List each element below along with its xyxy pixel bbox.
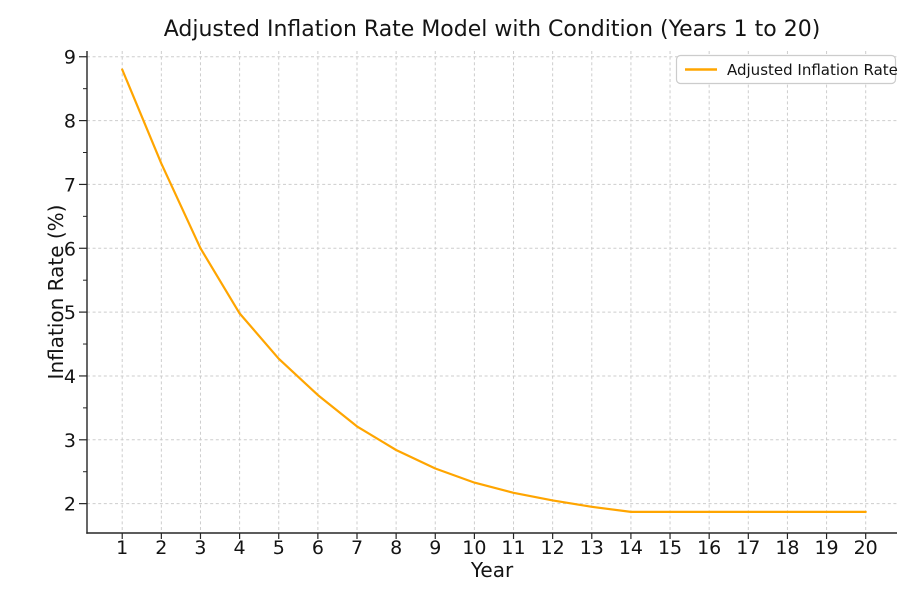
x-tick-label: 18 (775, 537, 799, 559)
x-tick-label: 6 (312, 537, 324, 559)
x-tick-label: 7 (351, 537, 363, 559)
legend-box (675, 54, 897, 85)
x-tick-label: 14 (619, 537, 643, 559)
x-tick-label: 4 (234, 537, 246, 559)
x-tick-label: 12 (541, 537, 565, 559)
y-tick-label: 6 (64, 238, 76, 260)
x-tick-label: 16 (697, 537, 721, 559)
x-tick-label: 1 (116, 537, 128, 559)
y-axis-label: Inflation Rate (%) (44, 205, 68, 380)
x-tick-label: 11 (501, 537, 525, 559)
y-tick-label: 7 (64, 174, 76, 196)
gridlines (87, 51, 897, 533)
legend-label: Adjusted Inflation Rate (727, 61, 898, 79)
x-tick-label: 2 (155, 537, 167, 559)
y-tick-label: 3 (64, 430, 76, 452)
x-tick-label: 3 (194, 537, 206, 559)
y-tick-label: 8 (64, 111, 76, 133)
x-tick-label: 17 (736, 537, 760, 559)
legend: Adjusted Inflation Rate (675, 54, 898, 85)
x-tick-label: 9 (429, 537, 441, 559)
x-tick-label: 20 (854, 537, 878, 559)
x-tick-label: 10 (462, 537, 486, 559)
y-tick-label: 2 (64, 494, 76, 516)
x-tick-label: 19 (814, 537, 838, 559)
x-tick-label: 15 (658, 537, 682, 559)
y-tick-label: 9 (64, 47, 76, 69)
x-axis-label: Year (470, 558, 514, 582)
y-tick-label: 4 (64, 366, 76, 388)
data-series (121, 68, 867, 513)
series-line (121, 68, 867, 513)
y-tick-label: 5 (64, 302, 76, 324)
x-tick-label: 5 (273, 537, 285, 559)
x-tick-label: 8 (390, 537, 402, 559)
chart-title: Adjusted Inflation Rate Model with Condi… (164, 17, 821, 42)
x-tick-label: 13 (580, 537, 604, 559)
